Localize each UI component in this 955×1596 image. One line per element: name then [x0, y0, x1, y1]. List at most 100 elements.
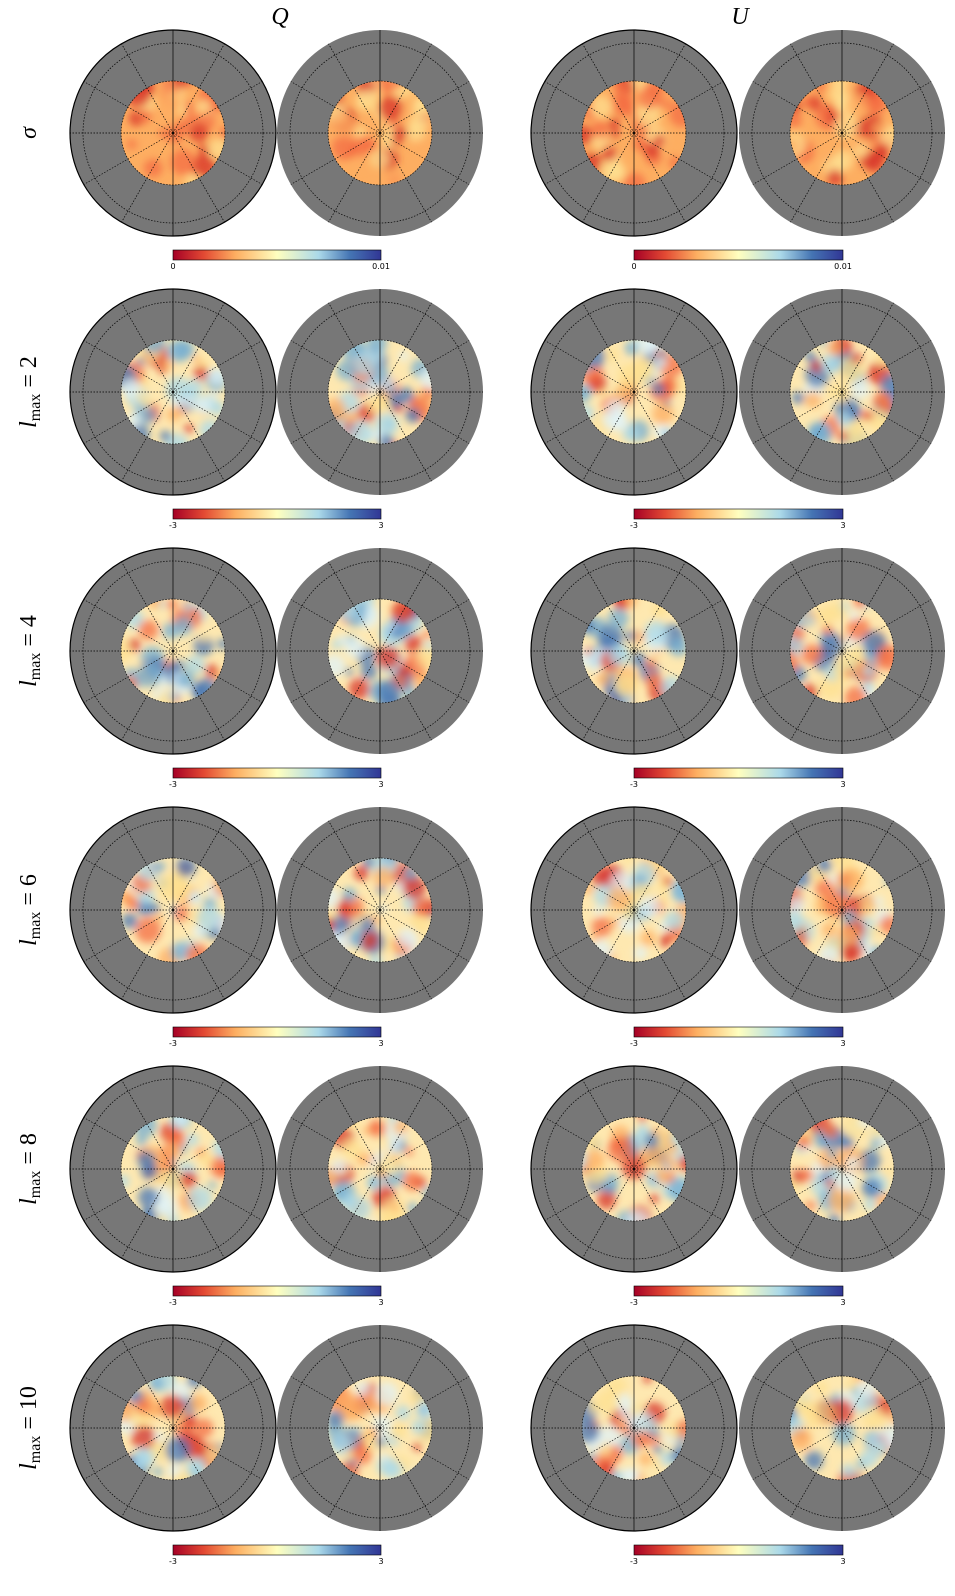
map-blobs [791, 340, 894, 444]
map-blob [189, 122, 209, 143]
graticule-line [121, 820, 174, 911]
map-blob [388, 1421, 407, 1440]
map-blob [791, 391, 805, 405]
colorbar [172, 1026, 382, 1038]
graticule-line [544, 858, 635, 911]
map-blob [366, 340, 388, 353]
graticule [531, 30, 737, 236]
graticule-line [83, 599, 174, 652]
map-blob [626, 1468, 640, 1480]
colorbar-min: 0 [631, 262, 636, 271]
map-blob [883, 1423, 894, 1450]
map [69, 1324, 277, 1532]
map-blob [185, 379, 203, 397]
map-blob [403, 876, 427, 900]
map-blob [405, 407, 421, 423]
map-blob [818, 674, 844, 699]
map [277, 1325, 483, 1531]
graticule-line [633, 391, 686, 482]
map-blob [593, 905, 603, 915]
map-blob [161, 81, 171, 87]
map-blob [608, 643, 631, 667]
graticule-line [790, 1168, 843, 1259]
graticule-line [544, 650, 635, 703]
map-blob [121, 912, 138, 930]
graticule-line [544, 132, 635, 185]
map-blob [658, 892, 669, 903]
graticule-line [290, 391, 381, 444]
map-blob [166, 407, 182, 422]
map-blob [198, 1150, 215, 1167]
map-blob [636, 1124, 649, 1137]
map-blob [371, 915, 381, 925]
map-blob [169, 874, 193, 899]
graticule-line [172, 1427, 225, 1518]
graticule-line [172, 820, 225, 911]
colorbar-max: 3 [378, 1557, 383, 1566]
map-blob [170, 941, 191, 962]
graticule-line [790, 561, 843, 652]
graticule-line [752, 650, 843, 703]
row-label: lmax = 6 [16, 874, 44, 946]
map-blob [356, 89, 379, 112]
map-blob [874, 142, 890, 159]
graticule-line [582, 132, 635, 223]
map-blob [591, 120, 609, 138]
map-blob [356, 1152, 371, 1166]
map-blob [873, 391, 892, 411]
map-blob [846, 644, 868, 665]
map-blob [193, 355, 202, 364]
graticule-line [633, 1376, 724, 1429]
map-blob [667, 1178, 686, 1203]
map-blob [854, 643, 863, 653]
map-blob [196, 905, 222, 931]
map-blob [131, 1425, 156, 1450]
graticule-line [790, 1338, 843, 1429]
graticule [531, 1325, 737, 1531]
map-blob [140, 1162, 158, 1180]
row-label-symbol: l [16, 680, 42, 687]
map-blob [376, 1456, 397, 1477]
map [69, 547, 277, 755]
map-blob [376, 885, 386, 894]
map-blob [644, 620, 669, 645]
colorbar-max: 3 [378, 780, 383, 789]
graticule-line [633, 1117, 724, 1170]
map-blob [150, 1404, 164, 1418]
row-label-subscript: max [27, 1171, 44, 1199]
map-blob [637, 87, 661, 110]
map-blob [169, 149, 196, 175]
map-blob [601, 146, 617, 162]
map-blob [582, 1150, 590, 1169]
graticule-line [633, 820, 686, 911]
graticule-line [121, 132, 174, 223]
map-blob [873, 122, 887, 136]
graticule-line [328, 1338, 381, 1429]
map-blob [832, 149, 854, 171]
colorbar-max: 3 [840, 521, 845, 530]
graticule-line [633, 909, 724, 962]
graticule-line [790, 302, 843, 393]
map [739, 289, 945, 495]
map-blob [889, 1413, 894, 1425]
graticule-line [752, 1117, 843, 1170]
graticule-line [752, 599, 843, 652]
map-blob [880, 373, 894, 398]
map-blob [152, 1154, 168, 1170]
graticule-line [544, 81, 635, 134]
graticule [739, 289, 945, 495]
colorbar-max: 3 [378, 1298, 383, 1307]
graticule-line [83, 132, 174, 185]
graticule-line [121, 1168, 174, 1259]
map-blob [387, 622, 396, 631]
graticule-line [172, 302, 225, 393]
graticule-line [379, 81, 470, 134]
map-blob [185, 1133, 199, 1147]
map-disk [328, 81, 432, 185]
colorbar-min: -3 [169, 1039, 177, 1048]
map-blob [591, 916, 612, 937]
graticule-line [379, 599, 470, 652]
graticule-line [328, 820, 381, 911]
map-blob [590, 96, 613, 118]
